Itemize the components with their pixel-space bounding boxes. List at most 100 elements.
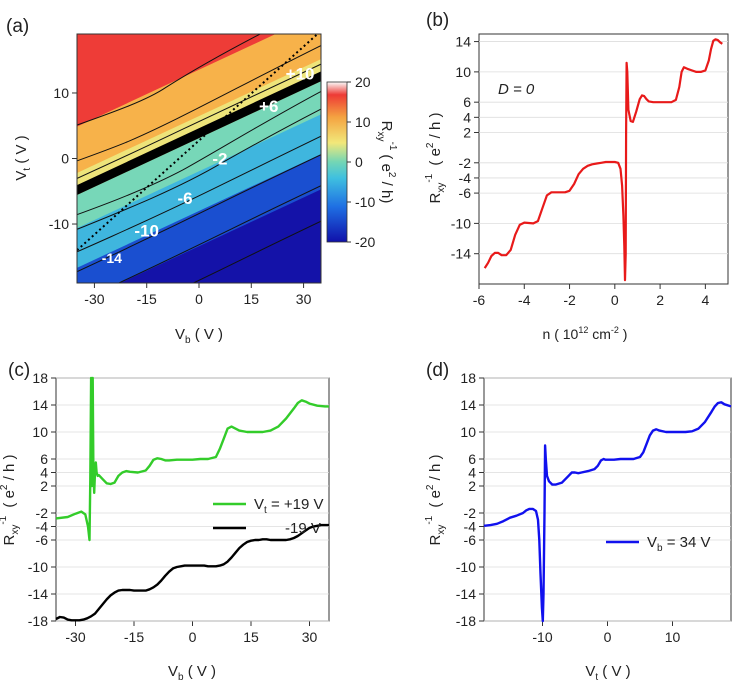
panel-b-label: (b) [426, 10, 449, 31]
y-tick-label: -14 [451, 246, 471, 262]
panel-b-ylabel: Rxy-1 ( e2 / h ) [424, 112, 447, 203]
y-tick-label: -6 [464, 532, 477, 548]
panel-b-annotation: D = 0 [498, 81, 535, 98]
y-tick-label: 6 [40, 451, 48, 467]
panel-a-ylabel: Vt ( V ) [13, 135, 33, 180]
x-tick-label: 10 [665, 629, 681, 645]
x-tick-label: -15 [137, 291, 157, 307]
dotted-cut-line [77, 34, 319, 251]
x-tick-label: 0 [189, 629, 197, 645]
x-tick-label: 0 [611, 292, 619, 308]
colorbar [326, 81, 348, 243]
panel-a-label: (a) [6, 16, 29, 37]
y-tick-label: 4 [40, 465, 48, 481]
y-tick-label: -2 [36, 505, 49, 521]
panel-c-label: (c) [8, 360, 30, 381]
y-tick-label: 10 [53, 85, 69, 101]
y-tick-label: -6 [459, 185, 472, 201]
legend-label-green: Vt = +19 V [254, 496, 324, 516]
y-tick-label: 14 [460, 397, 476, 413]
y-tick-label: -2 [459, 155, 472, 171]
x-tick-label: 30 [296, 291, 312, 307]
x-tick-label: -2 [563, 292, 576, 308]
x-tick-label: 0 [604, 629, 612, 645]
panel-d-plot: -10 0 10 -18 -14 -10 -6-4-2 246 10 14 18 [456, 370, 732, 645]
colorbar-ticks: -20 -10 0 10 20 [347, 74, 375, 250]
x-tick-label: 0 [195, 291, 203, 307]
x-tick-label: 4 [701, 292, 709, 308]
y-tick-label: -14 [28, 586, 48, 602]
legend-label-black: -19 V [285, 520, 321, 537]
y-tick-label: -4 [464, 519, 477, 535]
panel-d: (d) -10 0 10 -18 -14 -10 -6-4-2 246 10 14 18 Vb = … [424, 360, 732, 683]
heatmap-annotation: -10 [134, 222, 159, 241]
colorbar-tick-label: -20 [355, 234, 375, 250]
x-tick-label: -30 [84, 291, 104, 307]
band-plus2 [77, 34, 321, 269]
y-tick-label: 6 [468, 451, 476, 467]
panel-a-xlabel: Vb ( V ) [175, 326, 223, 346]
heatmap-annotation: -14 [102, 250, 122, 266]
heatmap-annotation: -2 [212, 150, 227, 169]
y-tick-label: -4 [459, 170, 472, 186]
y-tick-label: -14 [456, 586, 476, 602]
x-tick-label: -10 [532, 629, 552, 645]
y-tick-label: -18 [456, 613, 476, 629]
y-tick-label: 10 [32, 424, 48, 440]
panel-c-legend: Vt = +19 V -19 V [213, 496, 324, 537]
y-tick-label: -10 [456, 559, 476, 575]
band-minus6 [77, 38, 321, 283]
heatmap-annotations: +10 +6 -2 -6 -10 -14 [102, 64, 315, 265]
y-tick-label: 18 [460, 370, 476, 386]
charge-neutral-band [77, 34, 321, 269]
x-tick-label: -6 [473, 292, 486, 308]
heatmap-annotation: +10 [286, 64, 315, 83]
panel-c-xlabel: Vb ( V ) [168, 663, 216, 683]
y-tick-label: 0 [61, 151, 69, 167]
heatmap-axes: -30 -15 0 15 30 -10 0 10 [49, 85, 312, 307]
band-plus6 [77, 34, 321, 251]
y-tick-label: -10 [49, 216, 69, 232]
y-tick-label: -10 [451, 215, 471, 231]
heatmap-annotation: -6 [177, 189, 192, 208]
legend-label-blue: Vb = 34 V [647, 534, 711, 554]
panel-d-label: (d) [426, 360, 449, 381]
y-tick-label: 14 [32, 397, 48, 413]
x-tick-label: 15 [243, 629, 259, 645]
y-tick-label: 10 [455, 64, 471, 80]
colorbar-label: Rxy-1( e2 / h) [375, 121, 398, 204]
x-tick-label: -4 [518, 292, 531, 308]
panel-d-ylabel: Rxy-1 ( e2 / h ) [424, 454, 447, 545]
y-tick-label: 2 [468, 478, 476, 494]
panel-c: (c) -30 -15 0 15 30-18-14-10-6-4-2246101418 … [0, 360, 330, 683]
y-tick-label: 4 [463, 109, 471, 125]
y-tick-label: -10 [28, 559, 48, 575]
y-tick-label: -4 [36, 519, 49, 535]
panel-a: (a) [6, 16, 398, 346]
contour-lines [77, 34, 321, 283]
x-tick-label: -15 [124, 629, 144, 645]
heatmap-annotation: +6 [259, 97, 278, 116]
y-tick-label: -2 [464, 505, 477, 521]
colorbar-tick-label: 0 [355, 154, 363, 170]
y-tick-label: 10 [460, 424, 476, 440]
panel-b-frame [478, 33, 729, 285]
panel-d-frame [483, 377, 732, 622]
x-tick-label: 15 [243, 291, 259, 307]
y-tick-label: 18 [32, 370, 48, 386]
band-minus10 [77, 67, 321, 283]
x-tick-label: -30 [65, 629, 85, 645]
colorbar-tick-label: 10 [355, 114, 371, 130]
heatmap-area [77, 34, 321, 283]
y-tick-label: -18 [28, 613, 48, 629]
series-line [55, 376, 329, 542]
y-tick-label: 6 [463, 94, 471, 110]
y-tick-label: -6 [36, 532, 49, 548]
x-tick-label: 30 [302, 629, 318, 645]
colorbar-tick-label: 20 [355, 74, 371, 90]
panel-c-plot: -30 -15 0 15 30 -18 -14 -10 -6-4-2 246 10 14 18 [28, 370, 329, 645]
y-tick-label: 14 [455, 34, 471, 50]
panel-d-xlabel: Vt ( V ) [585, 663, 630, 683]
